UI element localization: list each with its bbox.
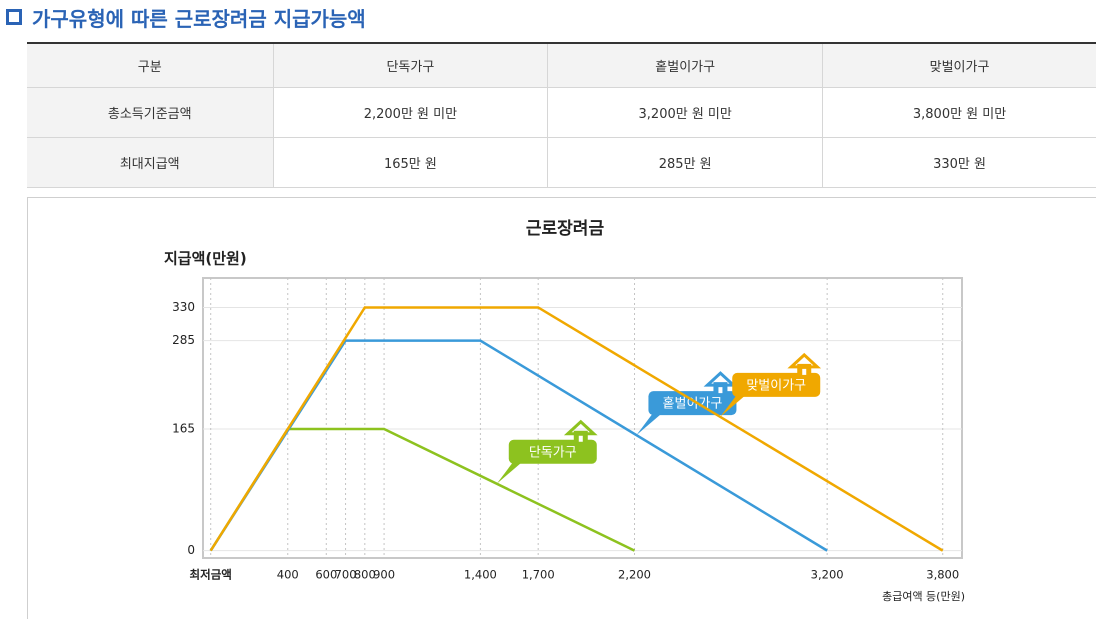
plot-area xyxy=(202,277,963,559)
column-header: 홑벌이가구 xyxy=(547,43,823,88)
house-icon-door xyxy=(578,435,583,442)
column-header: 구분 xyxy=(27,43,273,88)
callout-box xyxy=(732,372,821,397)
x-tick-label: 2,200 xyxy=(618,568,651,582)
series-callout: 홑벌이가구 xyxy=(636,371,738,436)
series-callout: 단독가구 xyxy=(496,419,598,484)
column-header: 단독가구 xyxy=(272,43,548,88)
x-tick-label: 1,700 xyxy=(522,568,555,582)
house-icon-door xyxy=(802,368,807,375)
callout-pointer xyxy=(496,459,525,484)
chart-title: 근로장려금 xyxy=(526,219,605,239)
x-tick-label: 1,400 xyxy=(464,568,497,582)
table-cell: 총소득기준금액 xyxy=(27,87,273,138)
table-cell: 3,200만 원 미만 xyxy=(547,87,823,138)
table-header: 구분 단독가구 홑벌이가구 맞벌이가구 xyxy=(27,43,1096,88)
x-tick-label: 900 xyxy=(373,568,395,582)
y-axis-label: 지급액(만원) xyxy=(164,250,247,268)
legend-label: 단독가구 xyxy=(529,445,577,460)
callout-pointer xyxy=(720,392,749,417)
y-tick-label: 330 xyxy=(172,300,195,314)
x-tick-label: 600 xyxy=(315,568,337,582)
table-row: 총소득기준금액 2,200만 원 미만 3,200만 원 미만 3,800만 원… xyxy=(27,87,1096,138)
table-cell: 285만 원 xyxy=(547,137,823,188)
column-header: 맞벌이가구 xyxy=(822,43,1096,88)
callout-box xyxy=(648,391,737,416)
x-tick-label: 3,800 xyxy=(926,568,959,582)
table-cell: 2,200만 원 미만 xyxy=(272,87,548,138)
y-tick-label: 165 xyxy=(172,422,195,436)
series-line xyxy=(209,306,944,552)
y-tick-label: 0 xyxy=(187,543,195,557)
x-tick-label: 400 xyxy=(277,568,299,582)
table-cell: 165만 원 xyxy=(272,137,548,188)
table-cell: 최대지급액 xyxy=(27,137,273,188)
house-icon-door xyxy=(718,387,723,394)
page-title: 가구유형에 따른 근로장려금 지급가능액 xyxy=(32,6,366,31)
x-tick-label: 최저금액 xyxy=(190,568,232,582)
chart-frame xyxy=(27,197,1096,619)
callout-pointer xyxy=(636,411,665,436)
header: 가구유형에 따른 근로장려금 지급가능액 xyxy=(6,2,366,32)
table-row: 최대지급액 165만 원 285만 원 330만 원 xyxy=(27,137,1096,188)
x-tick-label: 700 xyxy=(335,568,357,582)
x-tick-label: 800 xyxy=(354,568,376,582)
header-icon xyxy=(6,9,22,25)
table-cell: 330만 원 xyxy=(822,137,1096,188)
series-callout: 맞벌이가구 xyxy=(720,352,822,417)
y-tick-label: 285 xyxy=(172,333,195,347)
summary-table: 구분 단독가구 홑벌이가구 맞벌이가구 총소득기준금액 2,200만 원 미만 … xyxy=(27,42,1096,188)
x-tick-label: 3,200 xyxy=(811,568,844,582)
legend-label: 맞벌이가구 xyxy=(746,378,806,393)
table-cell: 3,800만 원 미만 xyxy=(822,87,1096,138)
callout-box xyxy=(508,439,597,464)
x-axis-label: 총급여액 등(만원) xyxy=(882,590,965,603)
